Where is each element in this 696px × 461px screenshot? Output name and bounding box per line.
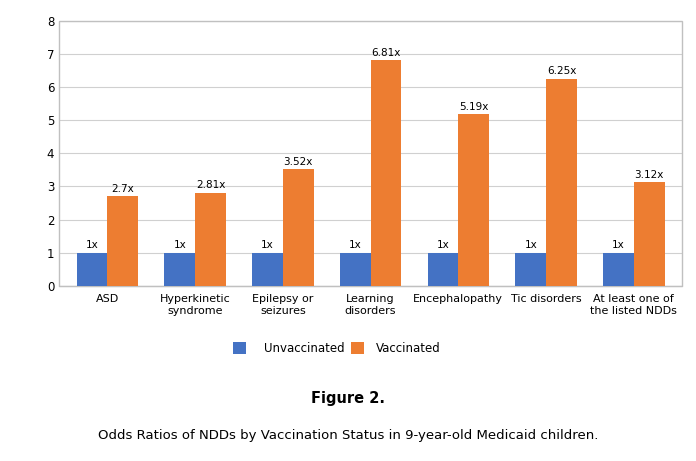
Bar — [195, 193, 226, 286]
Text: 5.19x: 5.19x — [459, 101, 489, 112]
Bar — [427, 253, 459, 286]
Bar — [107, 196, 138, 286]
Text: 1x: 1x — [349, 240, 362, 250]
Text: 1x: 1x — [261, 240, 274, 250]
Bar — [77, 253, 107, 286]
Bar — [340, 253, 371, 286]
Bar — [634, 183, 665, 286]
Text: 3.52x: 3.52x — [283, 157, 313, 167]
Text: 1x: 1x — [524, 240, 537, 250]
Text: Odds Ratios of NDDs by Vaccination Status in 9-year-old Medicaid children.: Odds Ratios of NDDs by Vaccination Statu… — [98, 429, 598, 442]
Text: 1x: 1x — [612, 240, 625, 250]
Text: Figure 2.: Figure 2. — [311, 391, 385, 406]
Text: 1x: 1x — [173, 240, 186, 250]
Bar — [164, 253, 195, 286]
Bar — [370, 60, 402, 286]
Bar — [515, 253, 546, 286]
Text: 1x: 1x — [86, 240, 98, 250]
Text: Unvaccinated: Unvaccinated — [264, 342, 345, 355]
Text: 6.25x: 6.25x — [547, 66, 576, 77]
Text: 1x: 1x — [436, 240, 450, 250]
Bar — [283, 169, 314, 286]
Text: Vaccinated: Vaccinated — [376, 342, 441, 355]
Text: 6.81x: 6.81x — [371, 48, 401, 58]
Bar — [603, 253, 634, 286]
Bar — [59, 21, 682, 286]
Bar — [459, 114, 489, 286]
Text: 2.7x: 2.7x — [111, 184, 134, 194]
Bar — [252, 253, 283, 286]
Bar — [546, 79, 577, 286]
Text: 2.81x: 2.81x — [196, 180, 226, 190]
Text: 3.12x: 3.12x — [635, 170, 664, 180]
